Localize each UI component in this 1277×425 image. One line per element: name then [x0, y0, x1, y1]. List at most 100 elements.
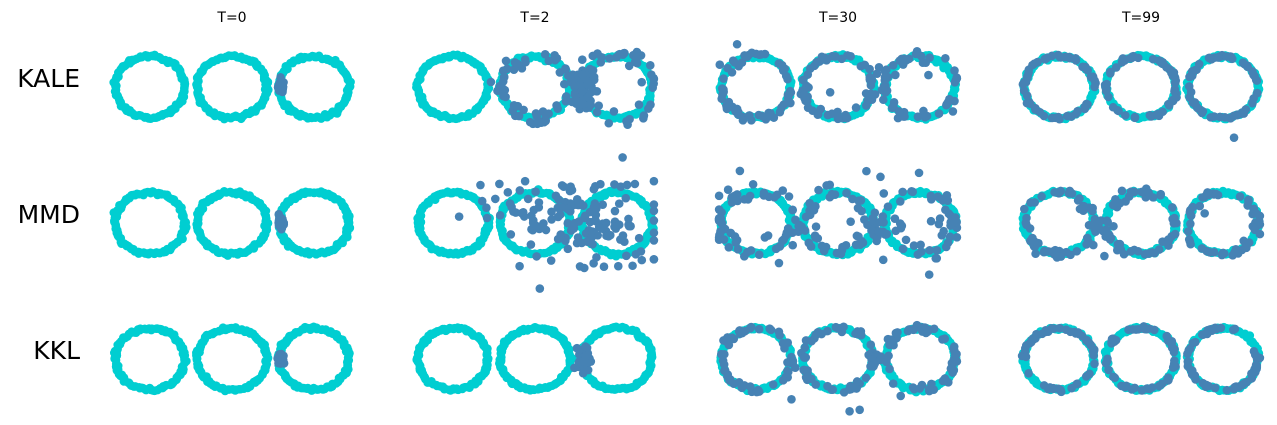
particle-point	[895, 197, 905, 206]
row-label-kale: KALE	[17, 64, 80, 93]
particle-point	[714, 213, 724, 223]
particle-point	[511, 111, 520, 121]
particle-point	[631, 54, 641, 64]
particle-point	[1108, 102, 1118, 112]
particle-point	[557, 203, 566, 212]
particle-point	[1090, 76, 1099, 85]
particle-point	[878, 212, 888, 221]
particle-point	[1030, 59, 1039, 69]
column-title-t99: T=99	[1121, 10, 1160, 26]
particle-point	[634, 233, 644, 243]
particle-point	[276, 354, 285, 364]
target-point	[180, 84, 189, 93]
particle-point	[521, 57, 530, 67]
particle-point	[950, 66, 959, 75]
particle-point	[811, 222, 821, 231]
particle-point	[738, 115, 748, 125]
particle-point	[573, 233, 583, 242]
particle-point	[1248, 98, 1257, 108]
particle-points	[715, 39, 962, 125]
particle-point	[581, 342, 590, 351]
target-point	[646, 356, 655, 366]
particle-point	[924, 70, 933, 80]
particle-point	[1050, 187, 1059, 197]
particle-point	[1040, 54, 1050, 64]
particle-point	[1170, 229, 1180, 239]
particle-point	[622, 251, 631, 261]
particle-point	[820, 55, 830, 64]
particle-point	[610, 180, 619, 189]
particle-point	[863, 220, 872, 229]
particle-point	[1126, 187, 1136, 196]
particle-point	[531, 187, 540, 197]
particle-point	[1169, 68, 1179, 77]
particle-point	[925, 245, 934, 255]
panel-kkl-t0	[109, 322, 354, 396]
particle-point	[1162, 63, 1171, 72]
particle-point	[888, 61, 898, 70]
particle-point	[848, 194, 857, 204]
particle-point	[759, 191, 769, 200]
particle-point	[649, 74, 659, 84]
particle-point	[649, 228, 659, 238]
particle-point	[532, 252, 541, 261]
particle-point	[578, 201, 588, 210]
particle-point	[763, 231, 773, 240]
particle-point	[716, 349, 726, 359]
particle-point	[1037, 192, 1046, 201]
particle-point	[632, 47, 642, 57]
particle-point	[577, 55, 587, 65]
particle-point	[748, 179, 758, 189]
particle-point	[618, 153, 627, 162]
target-point	[342, 85, 352, 95]
particle-point	[934, 109, 944, 118]
particle-point	[941, 53, 950, 63]
particle-point	[908, 187, 918, 197]
particle-point	[1028, 233, 1037, 243]
particle-point	[722, 104, 732, 114]
particle-point	[823, 110, 833, 120]
particle-point	[482, 203, 491, 213]
particle-point	[878, 255, 888, 265]
particle-point	[610, 206, 620, 216]
particle-point	[935, 214, 945, 223]
particle-point	[1025, 224, 1035, 233]
particle-point	[851, 240, 861, 250]
particle-point	[862, 166, 871, 176]
particle-point	[1102, 216, 1112, 226]
particle-point	[1220, 113, 1230, 122]
particle-point	[587, 233, 596, 242]
particle-point	[1185, 72, 1194, 82]
particle-point	[1105, 235, 1115, 244]
particle-point	[719, 74, 728, 83]
particle-point	[1056, 53, 1066, 62]
particle-point	[495, 211, 505, 220]
particle-point	[913, 112, 923, 122]
particle-point	[737, 381, 746, 391]
target-point	[482, 356, 491, 365]
particle-point	[861, 89, 871, 98]
particle-point	[1172, 218, 1181, 228]
target-point	[260, 221, 269, 231]
particle-point	[648, 83, 658, 92]
panels	[109, 39, 1265, 416]
particle-point	[781, 71, 791, 81]
particle-point	[883, 202, 893, 211]
panel-mmd-t0	[109, 187, 355, 260]
particle-point	[714, 191, 724, 201]
particle-point	[799, 90, 809, 100]
particle-point	[909, 241, 919, 250]
particle-point	[866, 340, 876, 349]
particle-point	[764, 108, 774, 118]
particle-point	[1190, 65, 1200, 75]
particle-point	[1205, 248, 1215, 257]
particle-point	[723, 63, 732, 73]
particle-point	[476, 180, 485, 190]
particle-point	[874, 226, 884, 236]
particle-point	[870, 208, 880, 218]
particle-point	[540, 50, 550, 59]
particle-point	[509, 207, 518, 216]
panel-kale-t99	[1018, 50, 1264, 142]
particle-point	[1066, 188, 1076, 198]
panel-kale-t2	[412, 47, 659, 129]
